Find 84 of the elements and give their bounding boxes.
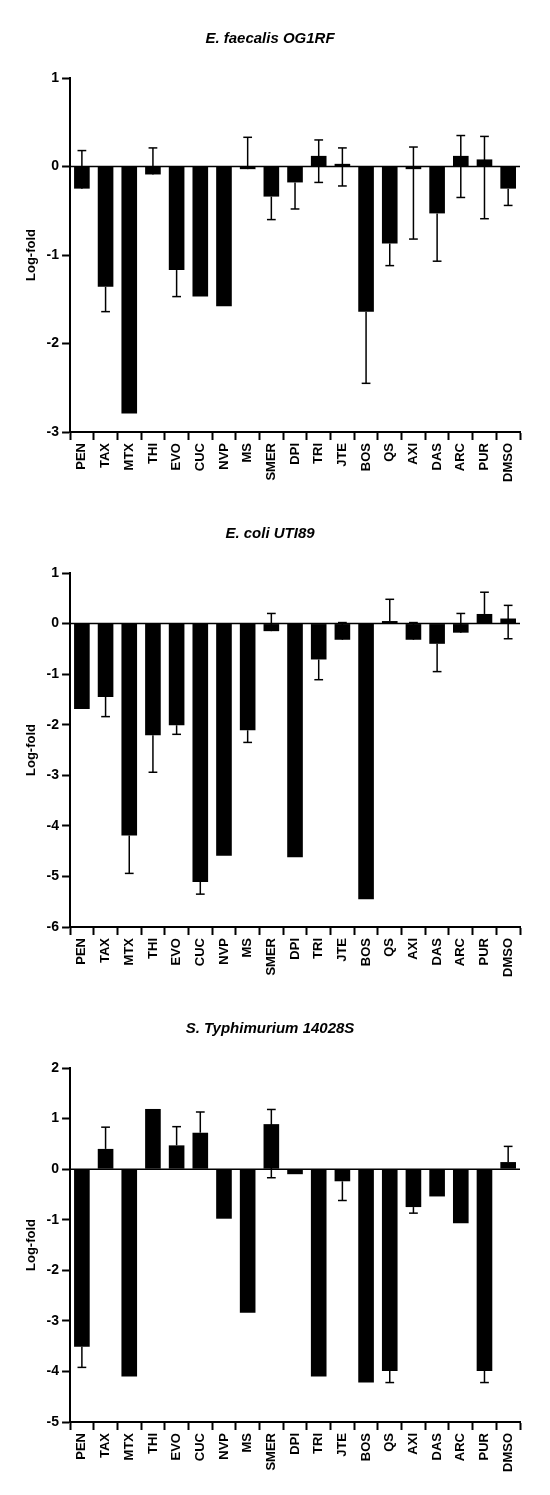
x-tick-label: MTX — [120, 937, 136, 966]
y-tick-label: -2 — [46, 715, 60, 732]
y-tick-label: -2 — [46, 334, 60, 351]
y-tick-label: 0 — [51, 157, 60, 174]
y-tick-label: -4 — [46, 816, 60, 833]
x-tick-label: MTX — [120, 442, 136, 471]
x-tick-label: CUC — [191, 1432, 207, 1462]
y-tick-label: 0 — [51, 1160, 60, 1176]
x-tick-label: DAS — [428, 442, 444, 471]
y-tick-label: -2 — [46, 1261, 60, 1278]
x-tick-label: ARC — [452, 1432, 468, 1462]
y-tick-label: 1 — [51, 1109, 60, 1126]
x-tick-label: DPI — [286, 938, 302, 960]
y-axis-title: Log-fold — [23, 228, 39, 281]
x-tick-label: DPI — [286, 443, 302, 465]
x-tick-label: MS — [239, 1432, 255, 1453]
y-tick-label: -1 — [46, 665, 60, 681]
x-tick-label: TAX — [97, 442, 113, 469]
x-tick-label: BOS — [357, 1432, 373, 1462]
y-tick-label: 0 — [51, 614, 60, 631]
x-tick-label: CUC — [191, 937, 207, 967]
x-tick-label: THI — [144, 443, 160, 464]
y-tick-label: 1 — [51, 563, 60, 580]
x-tick-label: PUR — [476, 937, 492, 966]
y-tick-label: -3 — [46, 1311, 60, 1328]
x-tick-label: DAS — [428, 1432, 444, 1461]
y-tick-label: -5 — [46, 1412, 60, 1429]
x-tick-label: EVO — [168, 1433, 184, 1461]
x-tick-label: AXI — [405, 938, 421, 960]
x-tick-label: AXI — [405, 443, 421, 465]
x-tick-label: DMSO — [499, 443, 515, 482]
x-tick-label: PEN — [73, 938, 89, 965]
y-tick-label: 1 — [51, 68, 60, 85]
y-axis-title: Log-fold — [23, 723, 39, 776]
x-tick-label: SMER — [262, 1432, 278, 1471]
x-tick-label: JTE — [333, 937, 349, 962]
x-tick-label: NVP — [215, 1432, 231, 1460]
y-tick-label: -1 — [46, 1210, 60, 1227]
x-tick-label: AXI — [405, 1433, 421, 1455]
x-tick-label: EVO — [168, 443, 184, 471]
x-tick-label: TAX — [97, 1432, 113, 1459]
x-tick-label: ARC — [452, 442, 468, 472]
x-tick-label: MTX — [120, 1432, 136, 1461]
chart-title: E. coli UTI89 — [225, 524, 316, 542]
chart-title: S. Typhimurium 14028S — [185, 1019, 355, 1037]
x-tick-label: SMER — [262, 442, 278, 481]
x-tick-label: PUR — [476, 1432, 492, 1461]
x-tick-label: CUC — [191, 442, 207, 472]
y-tick-label: -3 — [46, 422, 60, 439]
x-tick-label: PEN — [73, 1433, 89, 1460]
x-tick-label: TRI — [310, 443, 326, 464]
x-tick-label: THI — [144, 938, 160, 959]
x-tick-label: PEN — [73, 443, 89, 470]
y-tick-label: -5 — [46, 867, 60, 884]
x-tick-label: QS — [381, 937, 397, 957]
x-tick-label: MS — [239, 442, 255, 463]
chart-title: E. faecalis OG1RF — [205, 29, 336, 47]
y-tick-label: -6 — [46, 917, 60, 934]
x-tick-label: MS — [239, 937, 255, 958]
y-tick-label: 2 — [51, 1058, 60, 1075]
x-tick-label: DAS — [428, 937, 444, 966]
x-tick-label: QS — [381, 1432, 397, 1452]
x-tick-label: DMSO — [499, 938, 515, 977]
x-tick-label: THI — [144, 1433, 160, 1454]
x-tick-label: ARC — [452, 937, 468, 967]
x-tick-label: SMER — [262, 937, 278, 976]
y-tick-label: -4 — [46, 1362, 60, 1379]
y-tick-label: -3 — [46, 766, 60, 783]
x-tick-label: TAX — [97, 937, 113, 964]
x-tick-label: TRI — [310, 938, 326, 959]
x-tick-label: BOS — [357, 937, 373, 967]
x-tick-label: BOS — [357, 442, 373, 472]
x-tick-label: DPI — [286, 1433, 302, 1455]
y-tick-label: -1 — [46, 245, 60, 262]
x-tick-label: PUR — [476, 442, 492, 471]
x-tick-label: QS — [381, 442, 397, 462]
y-axis-title: Log-fold — [23, 1218, 39, 1271]
x-tick-label: EVO — [168, 938, 184, 966]
x-tick-label: NVP — [215, 442, 231, 470]
x-tick-label: TRI — [310, 1433, 326, 1454]
x-tick-label: JTE — [333, 442, 349, 467]
x-tick-label: NVP — [215, 937, 231, 965]
x-tick-label: DMSO — [499, 1433, 515, 1472]
x-tick-label: JTE — [333, 1432, 349, 1457]
